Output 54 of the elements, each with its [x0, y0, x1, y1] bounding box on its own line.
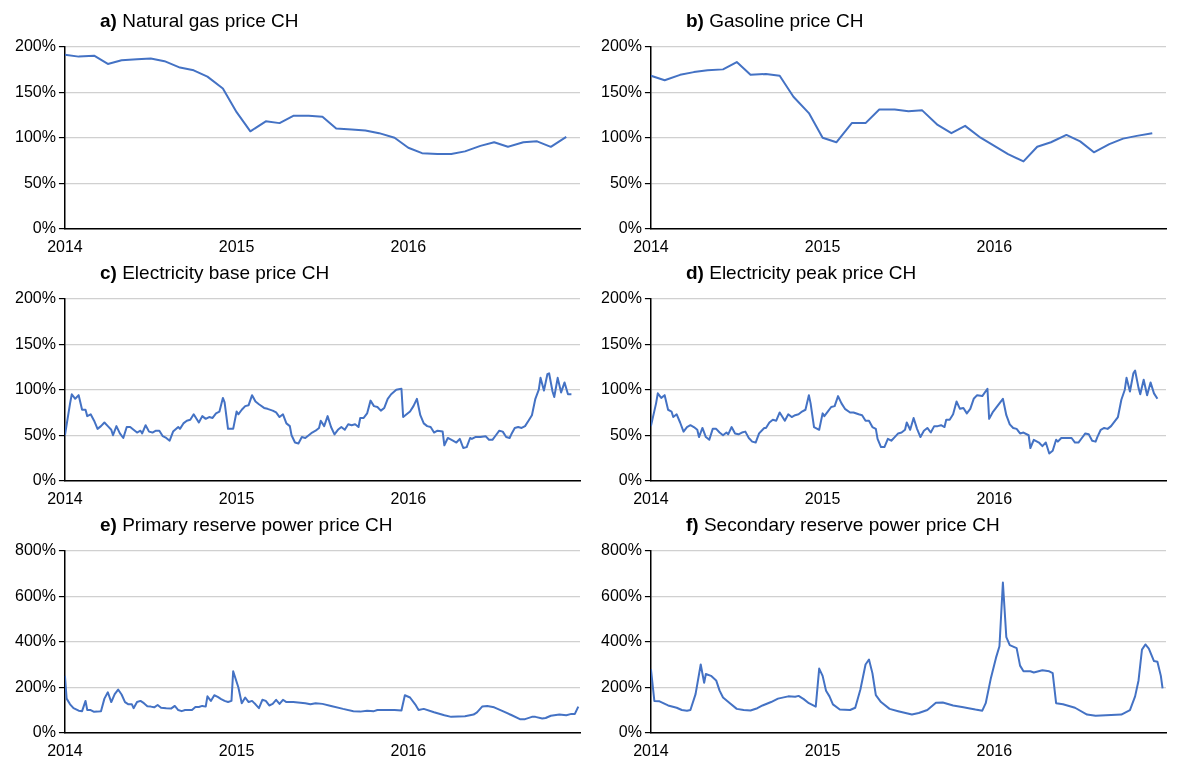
y-tick-label: 150%: [601, 82, 642, 100]
y-tick-label: 600%: [601, 586, 642, 604]
y-tick-label: 400%: [15, 632, 56, 650]
y-tick-label: 200%: [601, 289, 642, 307]
y-tick-label: 200%: [601, 677, 642, 695]
y-tick-label: 50%: [23, 173, 56, 191]
y-tick-label: 0%: [32, 471, 56, 489]
x-tick-label: 2016: [390, 489, 427, 507]
x-tick-label: 2014: [633, 489, 669, 507]
y-tick-label: 200%: [15, 37, 56, 55]
y-tick-label: 0%: [618, 219, 642, 237]
x-tick-label: 2014: [633, 237, 669, 255]
x-tick-label: 2014: [47, 489, 83, 507]
y-tick-label: 600%: [15, 586, 56, 604]
y-tick-label: 50%: [609, 173, 642, 191]
y-tick-label: 0%: [618, 471, 642, 489]
chart-title: d) Electricity peak price CH: [686, 262, 917, 283]
y-tick-label: 100%: [15, 128, 56, 146]
y-tick-label: 200%: [15, 289, 56, 307]
y-tick-label: 150%: [15, 334, 56, 352]
y-tick-label: 200%: [15, 677, 56, 695]
chart-title: b) Gasoline price CH: [686, 10, 864, 31]
y-tick-label: 400%: [601, 632, 642, 650]
y-tick-label: 100%: [601, 380, 642, 398]
x-tick-label: 2015: [804, 741, 841, 759]
y-tick-label: 0%: [32, 219, 56, 237]
y-tick-label: 100%: [601, 128, 642, 146]
x-tick-label: 2014: [47, 237, 83, 255]
y-tick-label: 800%: [601, 541, 642, 559]
y-tick-label: 0%: [618, 723, 642, 741]
chart-title: a) Natural gas price CH: [100, 10, 299, 31]
y-tick-label: 50%: [23, 425, 56, 443]
x-tick-label: 2016: [976, 237, 1013, 255]
x-tick-label: 2016: [390, 741, 427, 759]
x-tick-label: 2014: [47, 741, 83, 759]
x-tick-label: 2016: [976, 741, 1013, 759]
y-tick-label: 800%: [15, 541, 56, 559]
x-tick-label: 2016: [390, 237, 427, 255]
x-tick-label: 2015: [218, 237, 255, 255]
y-tick-label: 0%: [32, 723, 56, 741]
y-tick-label: 100%: [15, 380, 56, 398]
x-tick-label: 2014: [633, 741, 669, 759]
chart-title: f) Secondary reserve power price CH: [686, 514, 1000, 535]
chart-title: c) Electricity base price CH: [100, 262, 330, 283]
x-tick-label: 2016: [976, 489, 1013, 507]
y-tick-label: 150%: [15, 82, 56, 100]
y-tick-label: 200%: [601, 37, 642, 55]
chart-title: e) Primary reserve power price CH: [100, 514, 393, 535]
x-tick-label: 2015: [804, 489, 841, 507]
x-tick-label: 2015: [804, 237, 841, 255]
x-tick-label: 2015: [218, 741, 255, 759]
y-tick-label: 50%: [609, 425, 642, 443]
y-tick-label: 150%: [601, 334, 642, 352]
x-tick-label: 2015: [218, 489, 255, 507]
